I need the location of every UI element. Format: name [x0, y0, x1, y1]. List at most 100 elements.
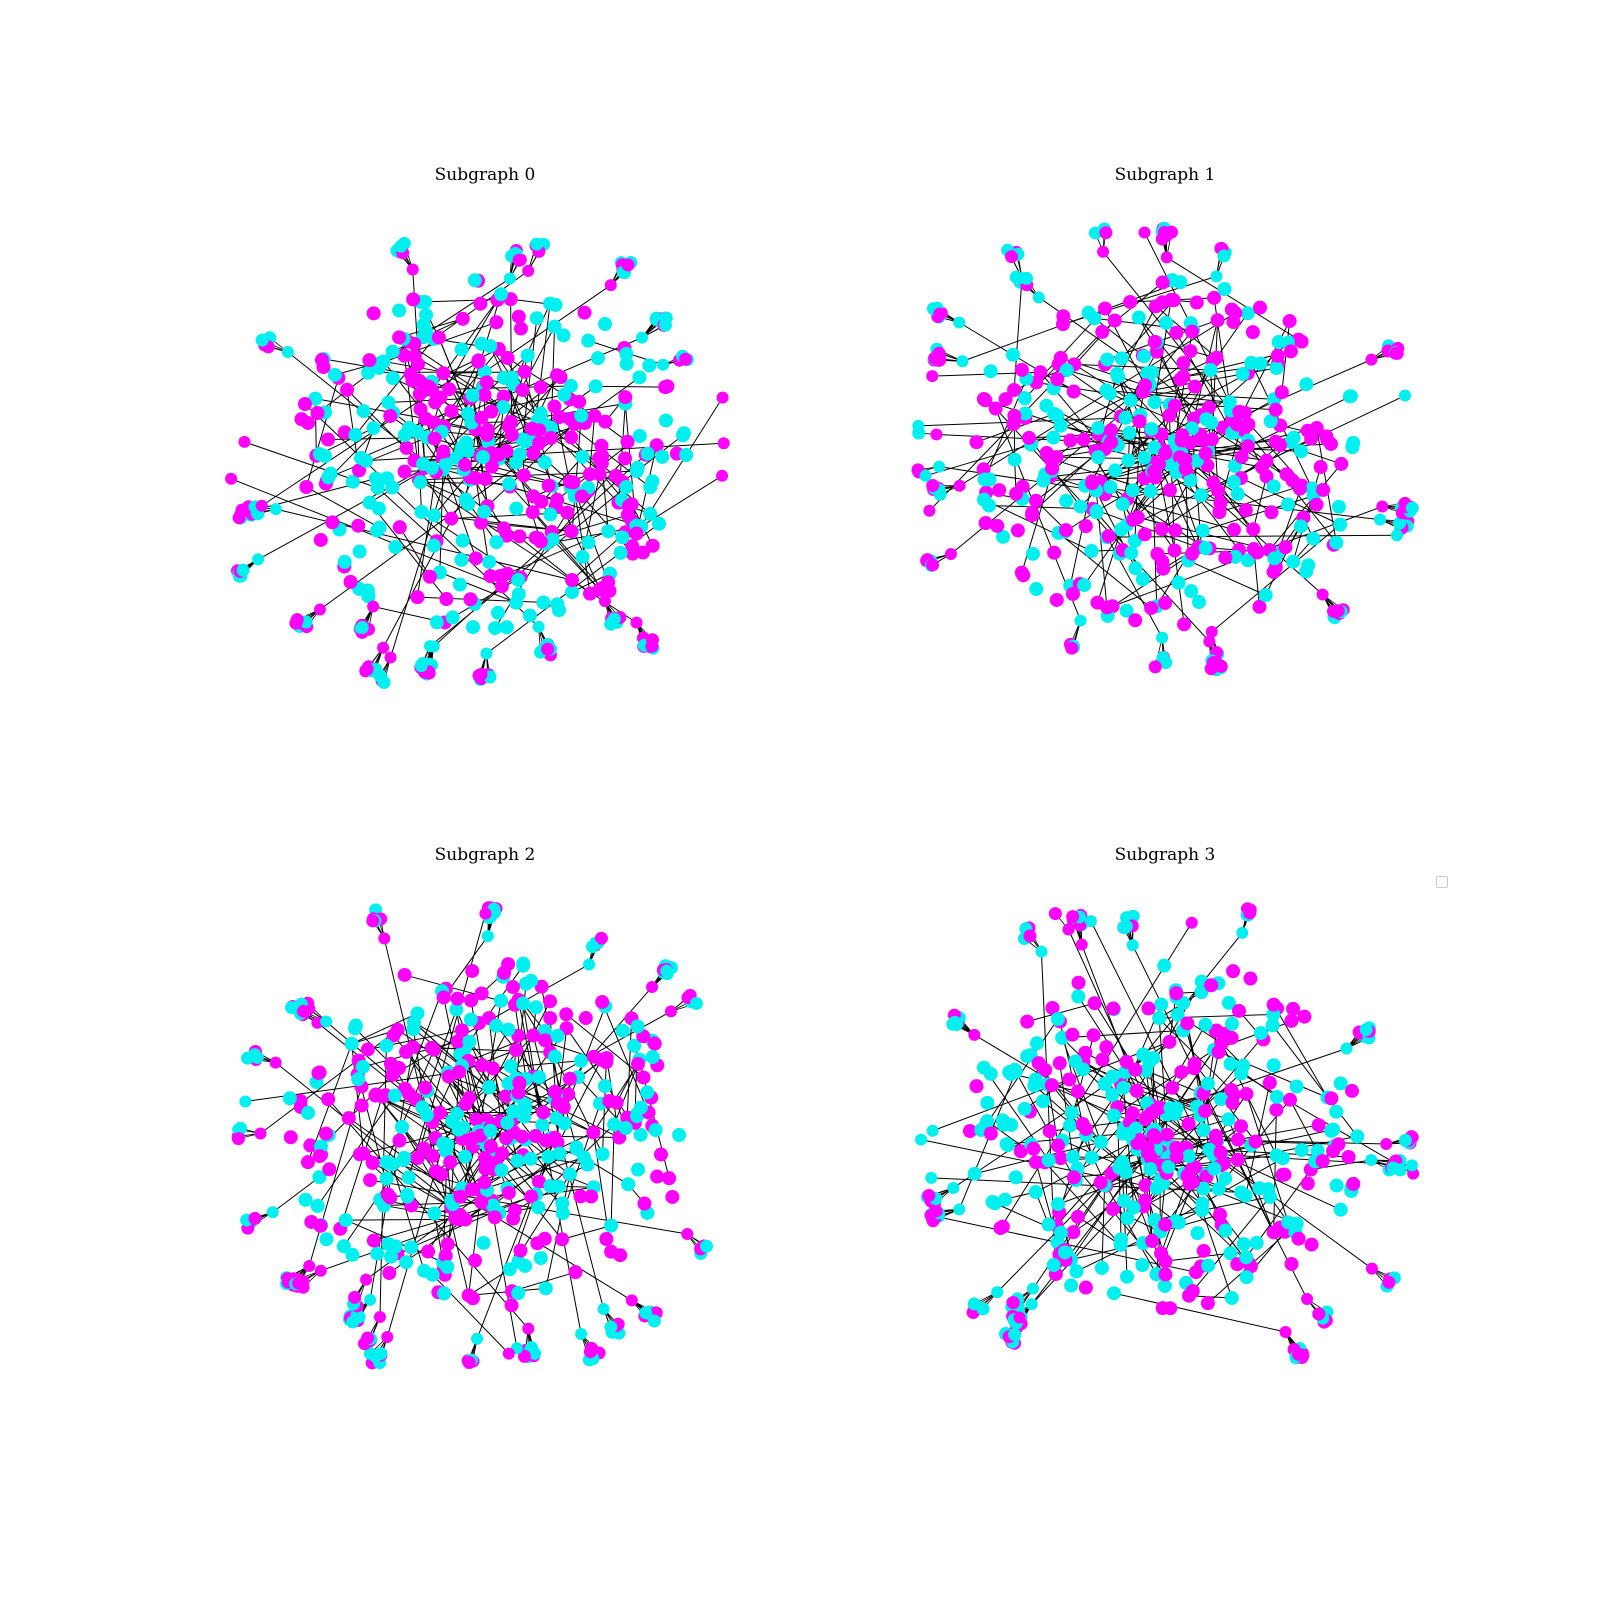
- graph-node: [635, 545, 650, 560]
- graph-node: [1240, 306, 1255, 321]
- graph-node: [1244, 355, 1259, 370]
- graph-node: [1103, 480, 1118, 495]
- graph-node: [1228, 549, 1243, 564]
- graph-node: [397, 427, 412, 442]
- graph-node: [618, 390, 633, 405]
- graph-node: [1090, 595, 1105, 610]
- graph-node: [1005, 347, 1020, 362]
- graph-node: [574, 1053, 589, 1068]
- graph-node: [482, 554, 497, 569]
- edge: [272, 1176, 320, 1213]
- graph-node: [1236, 1237, 1251, 1252]
- hub-node: [424, 640, 437, 653]
- graph-node: [1123, 294, 1138, 309]
- graph-node: [474, 515, 489, 530]
- edge: [351, 1012, 418, 1045]
- graph-node: [1326, 1144, 1341, 1159]
- graph-node: [484, 459, 499, 474]
- graph-node: [594, 1052, 609, 1067]
- graph-node: [351, 518, 366, 533]
- leaf-node: [639, 1306, 653, 1320]
- graph-node: [1147, 395, 1162, 410]
- graph-node: [557, 387, 572, 402]
- graph-node: [427, 1206, 442, 1221]
- leaf-node: [541, 642, 555, 656]
- graph-node: [1109, 366, 1124, 381]
- graph-node: [437, 1286, 452, 1301]
- graph-node: [363, 1173, 378, 1188]
- graph-node: [1035, 1094, 1050, 1109]
- graph-node: [1007, 452, 1022, 467]
- edge: [439, 571, 517, 604]
- graph-node: [1144, 1106, 1159, 1121]
- graph-node: [432, 1105, 447, 1120]
- graph-node: [620, 507, 635, 522]
- graph-node: [479, 375, 494, 390]
- graph-node: [1150, 546, 1165, 561]
- graph-node: [587, 408, 602, 423]
- edge: [1201, 1209, 1233, 1299]
- graph-node: [458, 1212, 473, 1227]
- graph-node: [1252, 300, 1267, 315]
- leaf-node: [248, 1211, 262, 1225]
- hub-node: [599, 595, 612, 608]
- graph-node: [1269, 1148, 1284, 1163]
- graph-node: [1266, 479, 1281, 494]
- hub-node: [1084, 915, 1097, 928]
- graph-node: [1342, 389, 1357, 404]
- graph-node: [595, 994, 610, 1009]
- graph-node: [1107, 313, 1122, 328]
- graph-node: [582, 467, 597, 482]
- graph-node: [465, 963, 480, 978]
- graph-node: [1162, 483, 1177, 498]
- graph-node: [620, 434, 635, 449]
- graph-node: [477, 388, 492, 403]
- graph-node: [452, 577, 467, 592]
- edge: [468, 1268, 511, 1296]
- graph-node: [1267, 551, 1282, 566]
- graph-node: [1049, 450, 1064, 465]
- graph-node: [1137, 527, 1152, 542]
- graph-node: [1065, 1149, 1080, 1164]
- graph-node: [533, 534, 548, 549]
- leaf-node: [933, 487, 947, 501]
- graph-node: [385, 1157, 400, 1172]
- edge: [345, 1218, 459, 1221]
- graph-node: [627, 1038, 642, 1053]
- graph-node: [509, 1042, 524, 1057]
- graph-node: [1305, 481, 1320, 496]
- graph-node: [573, 1189, 588, 1204]
- graph-node: [1262, 1075, 1277, 1090]
- graph-node: [1224, 1082, 1239, 1097]
- graph-node: [1155, 1301, 1170, 1316]
- graph-node: [592, 451, 607, 466]
- graph-node: [421, 1244, 436, 1259]
- graph-node: [366, 306, 381, 321]
- edge: [487, 423, 575, 507]
- graph-node: [1175, 428, 1190, 443]
- edge: [501, 1153, 537, 1195]
- graph-node: [1304, 1237, 1319, 1252]
- graph-node: [517, 364, 532, 379]
- hub-node: [1203, 635, 1216, 648]
- leaf-node: [1099, 226, 1113, 240]
- graph-node: [1158, 595, 1173, 610]
- edge: [365, 1189, 488, 1281]
- graph-node: [647, 1036, 662, 1051]
- graph-node: [1315, 1154, 1330, 1169]
- graph-node: [1140, 1140, 1155, 1155]
- graph-node: [584, 1189, 599, 1204]
- graph-node: [1166, 1104, 1181, 1119]
- graph-node: [1234, 1185, 1249, 1200]
- graph-node: [1232, 404, 1247, 419]
- graph-node: [980, 1095, 995, 1110]
- graph-node: [394, 1120, 409, 1135]
- edge: [305, 377, 339, 488]
- graph-node: [392, 303, 407, 318]
- graph-node: [513, 321, 528, 336]
- edge: [369, 502, 447, 600]
- graph-node: [1059, 493, 1074, 508]
- edge: [474, 429, 488, 507]
- graph-node: [1050, 372, 1065, 387]
- hub-node: [1399, 389, 1412, 402]
